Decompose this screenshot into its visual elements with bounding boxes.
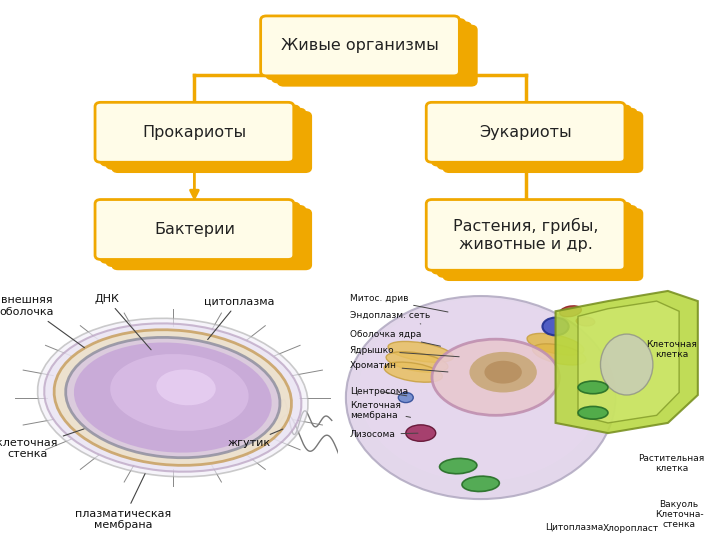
Text: Прокариоты: Прокариоты: [143, 125, 246, 140]
Ellipse shape: [542, 318, 569, 335]
Ellipse shape: [533, 344, 586, 365]
Ellipse shape: [384, 362, 442, 382]
Ellipse shape: [439, 458, 477, 474]
Ellipse shape: [359, 299, 603, 481]
Ellipse shape: [576, 317, 595, 326]
Text: Живые организмы: Живые организмы: [281, 38, 439, 53]
Ellipse shape: [156, 369, 216, 406]
FancyBboxPatch shape: [444, 210, 642, 280]
Ellipse shape: [44, 323, 302, 472]
FancyBboxPatch shape: [426, 200, 625, 271]
Polygon shape: [556, 291, 698, 433]
Text: Клеточная
клетка: Клеточная клетка: [646, 340, 697, 359]
Ellipse shape: [66, 338, 280, 458]
Text: ДНК: ДНК: [94, 294, 151, 350]
Ellipse shape: [559, 306, 581, 316]
Text: Цитоплазма: Цитоплазма: [545, 523, 603, 531]
Text: Лизосома: Лизосома: [350, 430, 418, 439]
Text: Митос. дрив: Митос. дрив: [350, 294, 448, 312]
FancyBboxPatch shape: [95, 102, 294, 162]
Text: Вакуоль: Вакуоль: [660, 500, 698, 509]
FancyBboxPatch shape: [107, 109, 305, 168]
Ellipse shape: [432, 339, 559, 415]
Ellipse shape: [110, 354, 248, 431]
Text: Клеточная
мембрана: Клеточная мембрана: [350, 401, 410, 420]
Ellipse shape: [388, 341, 454, 362]
Ellipse shape: [406, 425, 436, 441]
FancyBboxPatch shape: [278, 25, 477, 85]
Ellipse shape: [346, 296, 616, 499]
Text: Эукариоты: Эукариоты: [480, 125, 572, 140]
FancyBboxPatch shape: [107, 206, 305, 266]
Text: Клеточна-
стенка: Клеточна- стенка: [654, 510, 703, 529]
FancyBboxPatch shape: [438, 206, 636, 277]
FancyBboxPatch shape: [101, 203, 300, 263]
FancyBboxPatch shape: [432, 106, 631, 165]
Ellipse shape: [578, 407, 608, 419]
Ellipse shape: [485, 361, 522, 383]
FancyBboxPatch shape: [112, 210, 311, 269]
Text: жгутик: жгутик: [228, 429, 283, 448]
Text: Эндоплазм. сеть: Эндоплазм. сеть: [350, 312, 430, 324]
Text: Растительная
клетка: Растительная клетка: [639, 454, 705, 473]
Text: клеточная
стенка: клеточная стенка: [0, 429, 84, 459]
FancyBboxPatch shape: [261, 16, 459, 76]
FancyBboxPatch shape: [266, 19, 465, 79]
Text: Растения, грибы,
животные и др.: Растения, грибы, животные и др.: [453, 218, 598, 252]
Text: Хлоропласт: Хлоропласт: [603, 524, 659, 533]
Ellipse shape: [74, 342, 271, 453]
Ellipse shape: [398, 393, 413, 403]
Text: Ядрышко: Ядрышко: [350, 346, 459, 357]
Text: цитоплазма: цитоплазма: [204, 296, 274, 340]
FancyBboxPatch shape: [438, 109, 636, 168]
Ellipse shape: [462, 476, 500, 491]
FancyBboxPatch shape: [112, 112, 311, 172]
Polygon shape: [578, 301, 679, 423]
Text: плазматическая
мембрана: плазматическая мембрана: [75, 474, 171, 530]
FancyBboxPatch shape: [426, 102, 625, 162]
Ellipse shape: [37, 318, 308, 477]
FancyBboxPatch shape: [272, 22, 471, 82]
FancyBboxPatch shape: [432, 203, 631, 274]
Ellipse shape: [54, 330, 292, 465]
Text: Бактерии: Бактерии: [154, 222, 235, 237]
FancyBboxPatch shape: [101, 106, 300, 165]
Text: Центросома: Центросома: [350, 387, 408, 396]
Text: Хроматин: Хроматин: [350, 361, 448, 372]
Ellipse shape: [469, 352, 537, 393]
Ellipse shape: [386, 352, 448, 372]
Ellipse shape: [600, 334, 653, 395]
Text: Оболочка ядра: Оболочка ядра: [350, 329, 441, 346]
Ellipse shape: [527, 333, 584, 355]
Text: внешняя
оболочка: внешняя оболочка: [0, 295, 84, 348]
Ellipse shape: [578, 381, 608, 394]
FancyBboxPatch shape: [95, 200, 294, 260]
FancyBboxPatch shape: [444, 112, 642, 172]
